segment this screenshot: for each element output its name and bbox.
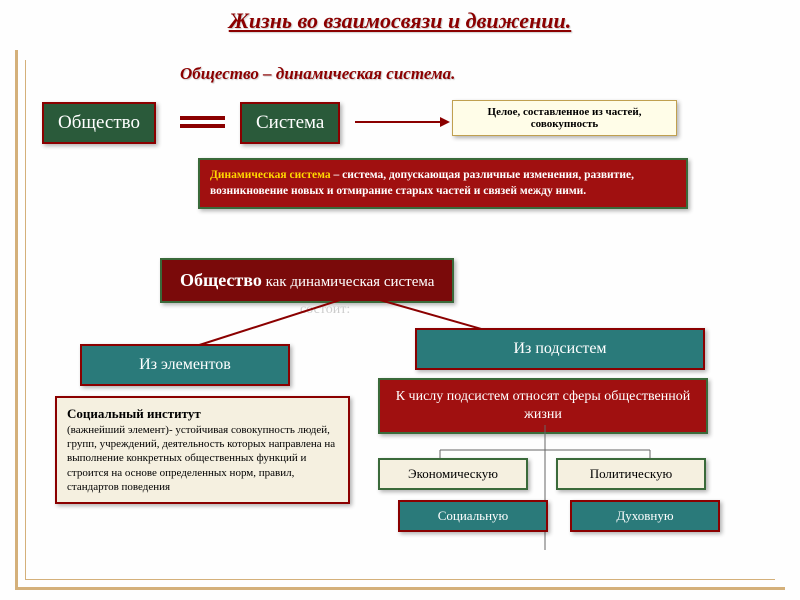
header-small: как динамическая система [262, 274, 435, 290]
branch-elements: Из элементов [80, 344, 290, 386]
header-bold: Общество [180, 270, 262, 290]
box-system: Система [240, 102, 340, 144]
sphere-lines [380, 420, 710, 560]
faded-text: состоит: [300, 302, 350, 318]
branch-subsystems: Из подсистем [415, 328, 705, 370]
box-whole-definition: Целое, составленное из частей, совокупно… [452, 100, 677, 136]
dyn-label: Динамическая система [210, 169, 331, 181]
box-sphere-intro: К числу подсистем относят сферы обществе… [378, 378, 708, 434]
sphere-economic: Экономическую [378, 458, 528, 490]
social-text: (важнейший элемент)- устойчивая совокупн… [67, 424, 335, 493]
box-society: Общество [42, 102, 156, 144]
sphere-political: Политическую [556, 458, 706, 490]
sphere-spiritual: Духовную [570, 500, 720, 532]
page-subtitle: Общество – динамическая система. [180, 64, 455, 84]
sphere-social: Социальную [398, 500, 548, 532]
header-society-system: Общество как динамическая система [160, 258, 454, 303]
box-social-institute: Социальный институт (важнейший элемент)-… [55, 396, 350, 504]
box-dynamic-definition: Динамическая система – система, допускаю… [198, 158, 688, 209]
arrow-connector [355, 110, 450, 134]
page-title: Жизнь во взаимосвязи и движении. [0, 8, 800, 34]
equals-connector [175, 112, 235, 132]
social-bold: Социальный институт [67, 406, 201, 421]
